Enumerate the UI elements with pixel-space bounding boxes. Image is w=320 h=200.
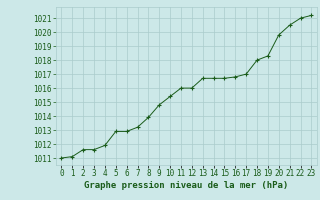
X-axis label: Graphe pression niveau de la mer (hPa): Graphe pression niveau de la mer (hPa) bbox=[84, 181, 289, 190]
